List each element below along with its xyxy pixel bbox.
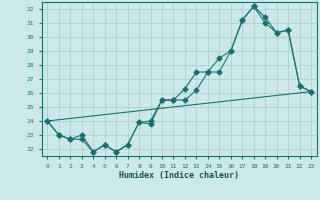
X-axis label: Humidex (Indice chaleur): Humidex (Indice chaleur) — [119, 171, 239, 180]
